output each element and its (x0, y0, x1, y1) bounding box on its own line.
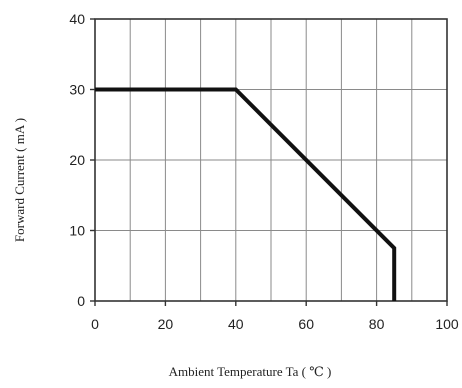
x-axis-title: Ambient Temperature Ta ( ℃ ) (169, 364, 332, 379)
x-tick-label: 0 (91, 316, 99, 332)
y-tick-label: 40 (69, 11, 85, 27)
x-tick-label: 80 (369, 316, 385, 332)
y-tick-label: 20 (69, 152, 85, 168)
y-axis-title: Forward Current ( mA ) (12, 118, 27, 242)
forward-current-derating-line (95, 87, 397, 301)
axis-ticks (90, 18, 448, 306)
x-tick-label: 40 (228, 316, 244, 332)
x-tick-label: 100 (435, 316, 459, 332)
x-tick-labels: 0 20 40 60 80 100 (91, 316, 459, 332)
x-tick-label: 60 (298, 316, 314, 332)
y-tick-labels: 0 10 20 30 40 (69, 11, 85, 309)
y-tick-label: 10 (69, 223, 85, 239)
x-tick-label: 20 (158, 316, 174, 332)
y-tick-label: 30 (69, 82, 85, 98)
y-tick-label: 0 (77, 293, 85, 309)
